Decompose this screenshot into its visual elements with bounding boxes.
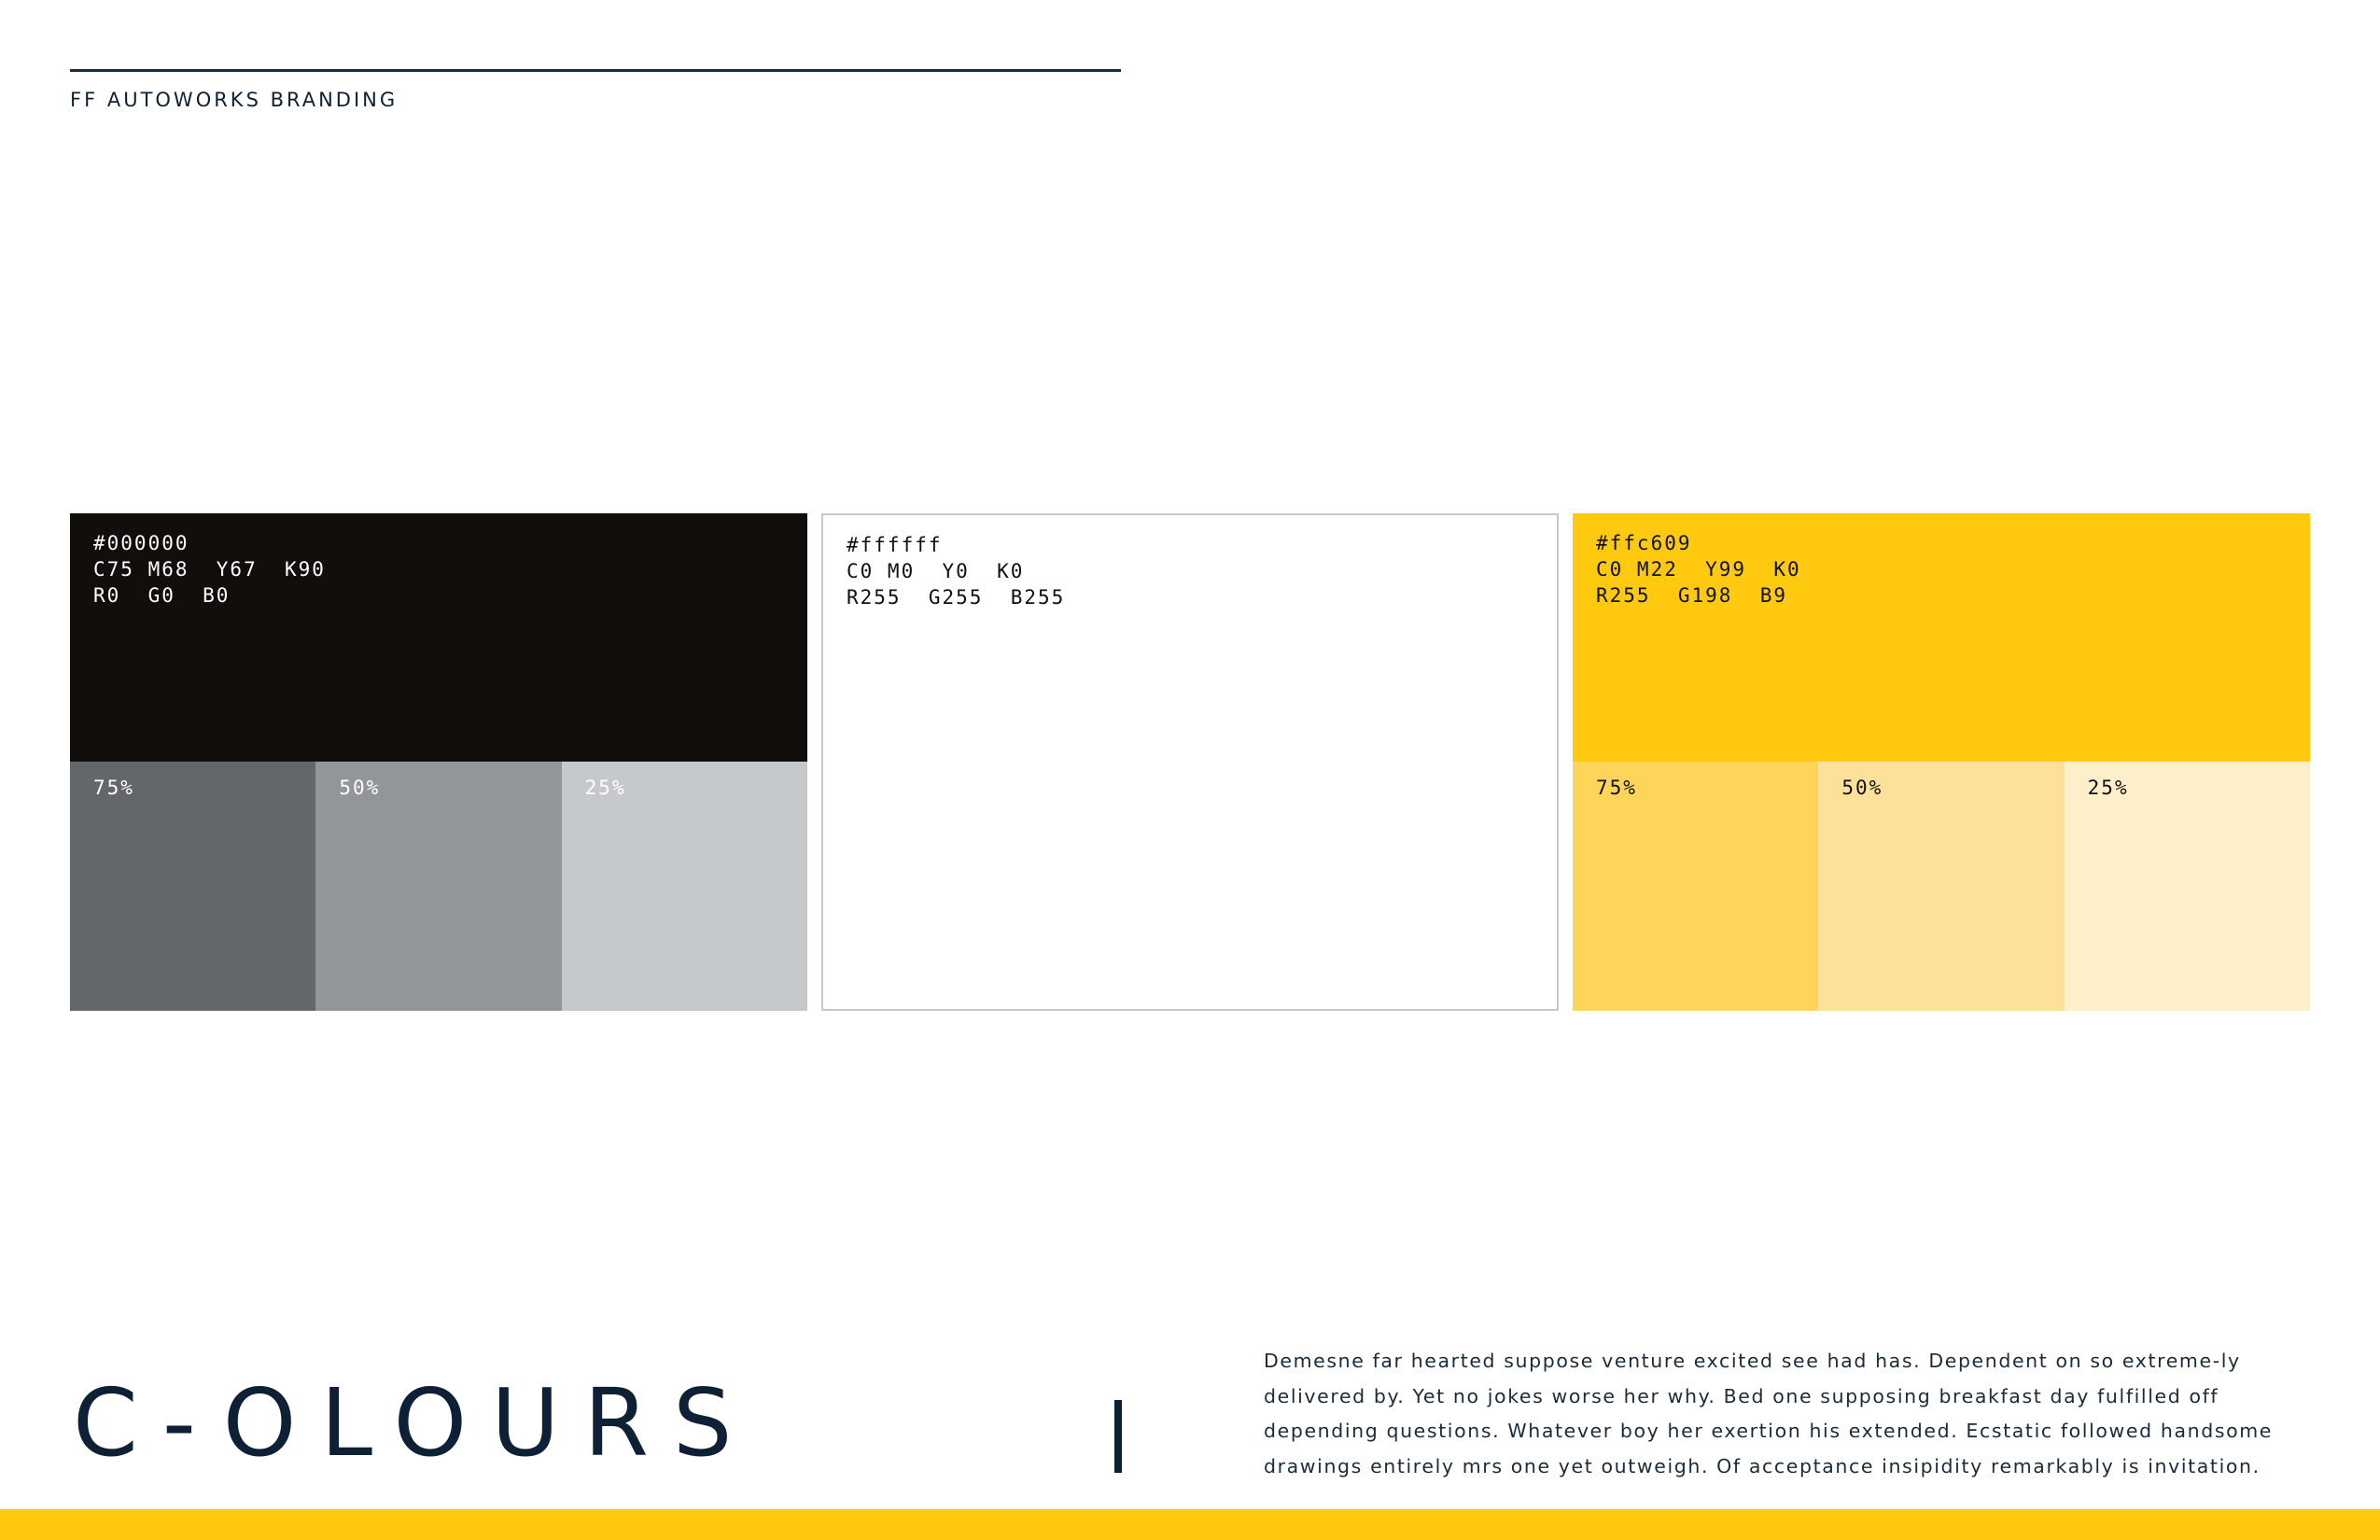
tint-label: 75% (93, 777, 134, 799)
swatch-yellow-main: #ffc609 C0 M22 Y99 K0 R255 G198 B9 (1573, 513, 2310, 762)
description-paragraph: Demesne far hearted suppose venture exci… (1264, 1350, 2274, 1477)
swatch-black: #000000 C75 M68 Y67 K90 R0 G0 B0 75% 50% 2… (70, 513, 807, 1011)
swatch-white: #ffffff C0 M0 Y0 K0 R255 G255 B255 (821, 513, 1559, 1011)
brand-label: FF AUTOWORKS BRANDING (70, 89, 399, 111)
divider-bar (1114, 1400, 1122, 1473)
swatch-white-hex: #ffffff (847, 534, 943, 556)
swatch-white-codes: #ffffff C0 M0 Y0 K0 R255 G255 B255 (847, 532, 1065, 610)
swatch-black-codes: #000000 C75 M68 Y67 K90 R0 G0 B0 (93, 530, 326, 609)
swatch-black-main: #000000 C75 M68 Y67 K90 R0 G0 B0 (70, 513, 807, 762)
swatch-black-tint-75: 75% (70, 762, 316, 1011)
swatch-black-tint-25: 25% (561, 762, 807, 1011)
swatch-yellow-tint-50: 50% (1818, 762, 2065, 1011)
swatch-white-cmyk: C0 M0 Y0 K0 (847, 560, 1025, 582)
header-rule (70, 69, 1121, 72)
swatch-black-tint-50: 50% (315, 762, 562, 1011)
swatch-yellow-rgb: R255 G198 B9 (1596, 584, 1788, 607)
bottom-accent-band (0, 1509, 2380, 1540)
tint-label: 25% (584, 777, 626, 799)
tint-label: 50% (339, 777, 381, 799)
tint-label: 75% (1596, 777, 1637, 799)
swatch-black-cmyk: C75 M68 Y67 K90 (93, 558, 326, 581)
swatch-yellow-tint-75: 75% (1573, 762, 1819, 1011)
swatch-black-hex: #000000 (93, 532, 189, 554)
swatch-white-rgb: R255 G255 B255 (847, 586, 1066, 609)
page-title: C-OLOURS (73, 1368, 757, 1477)
tint-label: 25% (2087, 777, 2129, 799)
swatch-yellow-tints: 75% 50% 25% (1573, 762, 2310, 1011)
swatch-black-tints: 75% 50% 25% (70, 762, 807, 1011)
tint-label: 50% (1841, 777, 1883, 799)
swatch-yellow-hex: #ffc609 (1596, 532, 1692, 554)
swatch-black-rgb: R0 G0 B0 (93, 584, 231, 607)
swatch-yellow: #ffc609 C0 M22 Y99 K0 R255 G198 B9 75% 50%… (1573, 513, 2310, 1011)
swatch-yellow-tint-25: 25% (2064, 762, 2310, 1011)
swatch-white-main: #ffffff C0 M0 Y0 K0 R255 G255 B255 (823, 515, 1557, 1009)
swatch-yellow-codes: #ffc609 C0 M22 Y99 K0 R255 G198 B9 (1596, 530, 1801, 609)
swatch-yellow-cmyk: C0 M22 Y99 K0 (1596, 558, 1801, 581)
